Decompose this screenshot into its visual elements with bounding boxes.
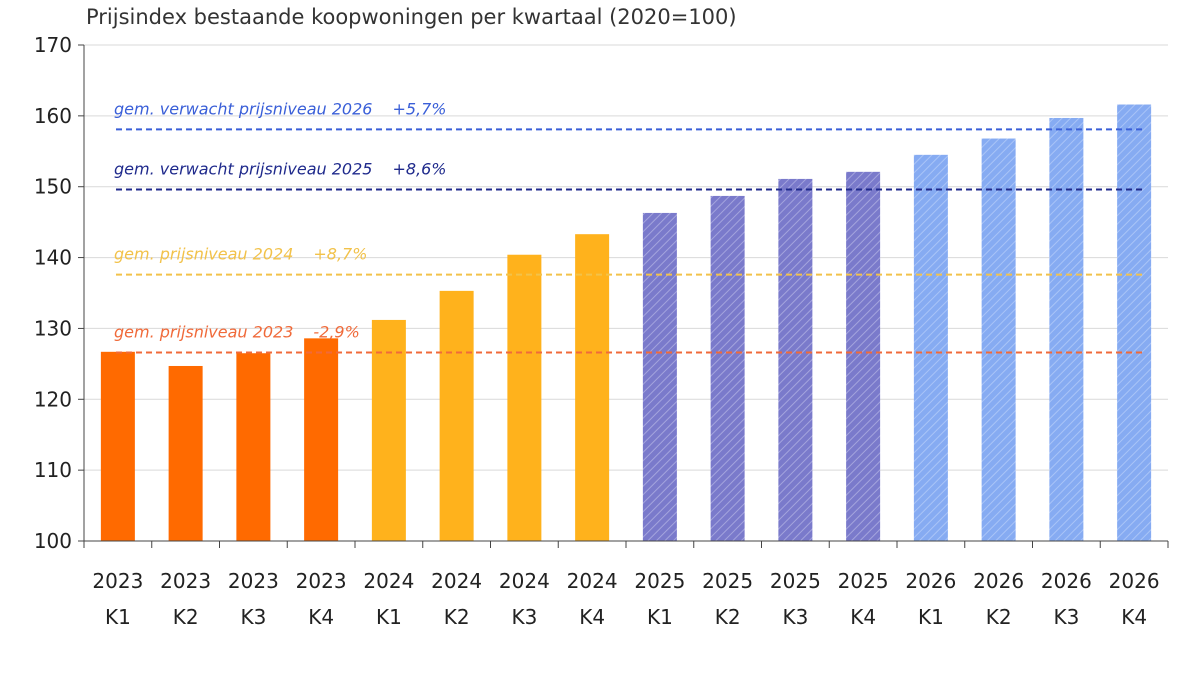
- x-axis: 2023 K1 2023 K2 2023 K3 2023 K4 2024 K1 2024 K2 2024…: [83, 540, 1169, 629]
- y-tick-label: 170: [34, 33, 72, 57]
- bars: [100, 104, 1152, 542]
- reference-line-label: gem. prijsniveau 2023: [114, 323, 293, 342]
- x-tick-label-quarter: K3: [782, 605, 808, 629]
- bar-2024-k2: [439, 290, 474, 541]
- x-tick-label-year: 2025: [634, 569, 685, 593]
- reference-line-label: gem. verwacht prijsniveau 2026: [114, 99, 372, 118]
- bar-2023-k1: [100, 351, 135, 541]
- reference-line-label: gem. verwacht prijsniveau 2025: [114, 160, 372, 179]
- x-tick-label-year: 2023: [228, 569, 279, 593]
- x-tick-label-quarter: K3: [511, 605, 537, 629]
- reference-line-change: +8,6%: [392, 160, 446, 179]
- x-tick-label-quarter: K1: [376, 605, 402, 629]
- bar-2025-k4: [846, 171, 881, 541]
- x-tick-label-year: 2026: [905, 569, 956, 593]
- x-tick-label-quarter: K4: [1121, 605, 1147, 629]
- reference-line-change: +8,7%: [313, 245, 367, 264]
- x-tick-label-quarter: K4: [579, 605, 605, 629]
- bar-2024-k1: [371, 319, 406, 541]
- bar-2026-k3: [1049, 117, 1084, 542]
- x-tick-label-quarter: K3: [240, 605, 266, 629]
- x-tick-label-quarter: K1: [918, 605, 944, 629]
- y-axis: 100 110 120 130 140 150 160 170: [34, 33, 85, 553]
- x-tick-label-year: 2024: [499, 569, 550, 593]
- y-tick-label: 140: [34, 246, 72, 270]
- x-tick-label-year: 2024: [431, 569, 482, 593]
- bar-2024-k4: [575, 234, 610, 541]
- bar-2025-k2: [710, 195, 745, 541]
- bar-2025-k3: [778, 178, 813, 542]
- x-tick-label-year: 2026: [1041, 569, 1092, 593]
- x-tick-label-quarter: K4: [308, 605, 334, 629]
- y-tick-label: 130: [34, 316, 72, 340]
- y-tick-label: 120: [34, 387, 72, 411]
- x-tick-label-year: 2023: [92, 569, 143, 593]
- x-tick-label-year: 2024: [363, 569, 414, 593]
- x-tick-label-year: 2026: [1109, 569, 1160, 593]
- x-tick-label-quarter: K3: [1053, 605, 1079, 629]
- y-tick-label: 100: [34, 529, 72, 553]
- y-tick-label: 110: [34, 458, 72, 482]
- x-tick-label-year: 2024: [567, 569, 618, 593]
- x-tick-label-quarter: K1: [647, 605, 673, 629]
- chart-title: Prijsindex bestaande koopwoningen per kw…: [86, 5, 737, 29]
- x-tick-label-quarter: K2: [444, 605, 470, 629]
- bar-2023-k2: [168, 365, 203, 541]
- x-tick-label-quarter: K2: [715, 605, 741, 629]
- y-tick-label: 150: [34, 175, 72, 199]
- bar-2026-k2: [981, 138, 1016, 541]
- x-tick-label-year: 2023: [296, 569, 347, 593]
- reference-lines: gem. verwacht prijsniveau 2026 +5,7% gem. …: [114, 99, 1142, 354]
- x-tick-label-year: 2023: [160, 569, 211, 593]
- x-tick-label-quarter: K4: [850, 605, 876, 629]
- x-tick-label-quarter: K2: [173, 605, 199, 629]
- bar-2023-k4: [304, 338, 339, 541]
- reference-line-change: +5,7%: [392, 99, 446, 118]
- x-tick-label-year: 2025: [702, 569, 753, 593]
- x-tick-label-year: 2026: [973, 569, 1024, 593]
- x-tick-label-quarter: K1: [105, 605, 131, 629]
- reference-line-change: -2,9%: [313, 323, 359, 342]
- y-tick-label: 160: [34, 104, 72, 128]
- bar-2024-k3: [507, 254, 542, 542]
- bar-2026-k4: [1117, 104, 1152, 542]
- x-tick-label-year: 2025: [838, 569, 889, 593]
- bar-2025-k1: [642, 212, 677, 541]
- bar-2023-k3: [236, 353, 271, 541]
- x-tick-label-year: 2025: [770, 569, 821, 593]
- bar-2026-k1: [913, 154, 948, 542]
- x-tick-label-quarter: K2: [986, 605, 1012, 629]
- reference-line-label: gem. prijsniveau 2024: [114, 245, 293, 264]
